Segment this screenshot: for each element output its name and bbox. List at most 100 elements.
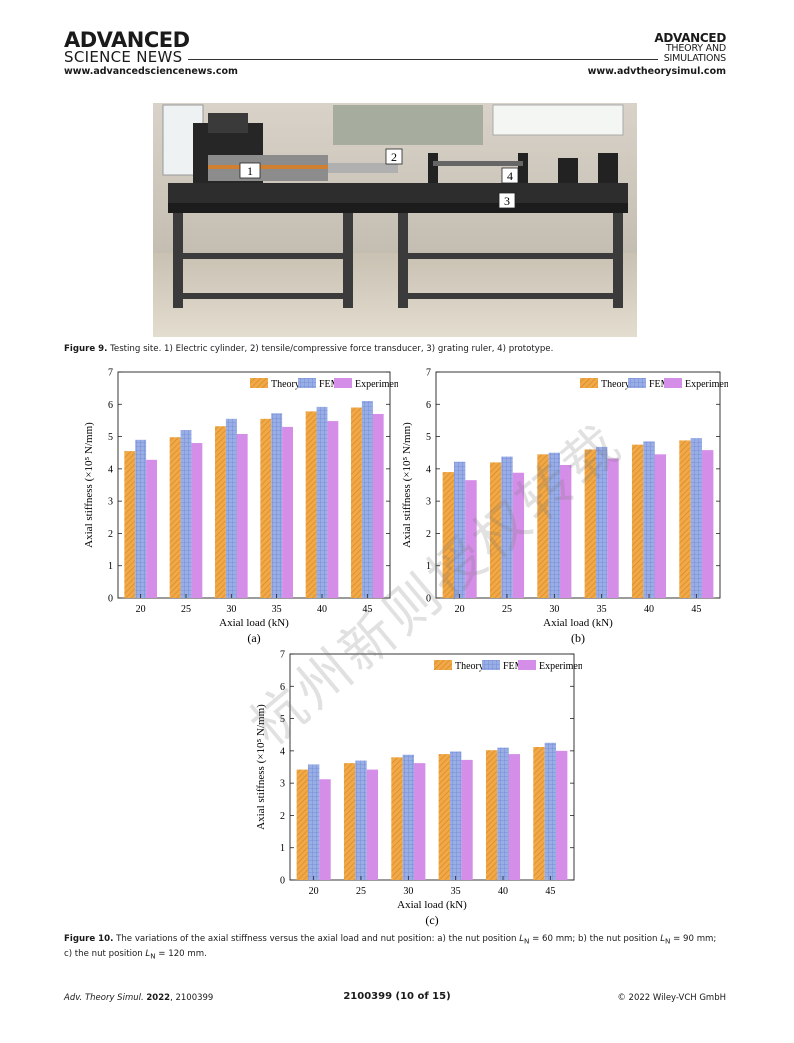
- x-tick-label: 30: [226, 604, 236, 615]
- logo-right-line2: THEORY AND: [665, 43, 726, 54]
- figure10-text-5: = 120 mm.: [155, 949, 207, 960]
- x-axis-label: Axial load (kN): [219, 617, 289, 629]
- bar-theory-25: [169, 437, 181, 598]
- bar-fem-45: [544, 742, 557, 880]
- legend-label-theory: Theory: [455, 661, 484, 672]
- footer-journal: Adv. Theory Simul.: [64, 993, 144, 1003]
- legend-swatch-fem: [628, 378, 646, 388]
- y-tick-label: 6: [280, 682, 285, 693]
- bar-theory-45: [679, 440, 691, 598]
- journal-url[interactable]: www.advtheorysimul.com: [587, 66, 726, 77]
- photo-label-2: 2: [385, 148, 403, 165]
- bar-fem-45: [361, 401, 373, 598]
- x-tick-label: 35: [597, 604, 607, 615]
- bar-theory-40: [305, 411, 317, 598]
- y-tick-label: 2: [280, 811, 285, 822]
- bar-experiment-45: [372, 413, 384, 598]
- bar-experiment-25: [191, 443, 203, 598]
- figure10-caption: Figure 10. The variations of the axial s…: [64, 933, 730, 963]
- y-tick-label: 7: [280, 650, 285, 661]
- y-tick-label: 3: [280, 779, 285, 790]
- bar-fem-35: [271, 413, 283, 598]
- y-tick-label: 5: [426, 432, 431, 443]
- logo-right-line1: ADVANCED: [654, 31, 726, 45]
- symbol-l: L: [519, 934, 524, 944]
- bar-experiment-30: [236, 433, 248, 598]
- legend-swatch-theory: [250, 378, 268, 388]
- y-tick-label: 6: [108, 400, 113, 411]
- bar-theory-25: [343, 763, 356, 880]
- x-tick-label: 25: [502, 604, 512, 615]
- x-tick-label: 45: [362, 604, 372, 615]
- bar-theory-45: [533, 746, 545, 880]
- x-tick-label: 35: [272, 604, 282, 615]
- legend-label-theory: Theory: [271, 379, 300, 390]
- x-tick-label: 40: [498, 886, 508, 897]
- y-tick-label: 4: [280, 746, 285, 757]
- legend-label-fem: FEM: [649, 379, 670, 390]
- legend-label-theory: Theory: [601, 379, 630, 390]
- bar-experiment-45: [702, 450, 714, 598]
- header-rule: [188, 59, 658, 60]
- legend-label-fem: FEM: [503, 661, 524, 672]
- svg-text:4: 4: [507, 169, 513, 183]
- bar-theory-35: [438, 754, 450, 880]
- bar-fem-25: [180, 430, 192, 598]
- bar-experiment-25: [512, 472, 525, 598]
- y-tick-label: 1: [280, 843, 285, 854]
- photo-label-3: 3: [498, 192, 516, 209]
- x-tick-label: 30: [549, 604, 559, 615]
- x-tick-label: 20: [455, 604, 465, 615]
- logo-right-line3: SIMULATIONS: [663, 52, 726, 64]
- legend-label-experiment: Experiment: [539, 661, 582, 672]
- x-tick-label: 35: [451, 886, 461, 897]
- bar-experiment-35: [607, 458, 619, 598]
- bar-experiment-40: [508, 754, 521, 880]
- x-tick-label: 45: [691, 604, 701, 615]
- footer-article: , 2100399: [170, 993, 214, 1003]
- photo-label-4: 4: [501, 167, 519, 184]
- legend-label-experiment: Experiment: [355, 379, 398, 390]
- y-tick-label: 0: [426, 594, 431, 605]
- bar-fem-30: [548, 452, 561, 598]
- journal-logo-right: ADVANCED THEORY AND SIMULATIONS: [654, 32, 726, 63]
- figure10-text-4: c) the nut position: [64, 949, 146, 960]
- bar-experiment-20: [319, 779, 331, 880]
- x-tick-label: 25: [181, 604, 191, 615]
- bar-theory-45: [351, 407, 362, 598]
- bar-theory-30: [391, 757, 403, 880]
- bar-theory-35: [584, 449, 596, 598]
- x-tick-label: 45: [545, 886, 555, 897]
- journal-logo-left: ADVANCED SCIENCE NEWS: [64, 30, 190, 65]
- footer-citation: Adv. Theory Simul. 2022, 2100399: [64, 993, 213, 1003]
- bar-theory-30: [537, 454, 549, 598]
- legend-swatch-fem: [482, 660, 500, 670]
- bar-fem-30: [225, 418, 237, 598]
- y-tick-label: 7: [426, 368, 431, 379]
- bar-theory-40: [631, 444, 644, 598]
- y-axis-label: Axial stiffness (×10⁵ N/mm): [401, 422, 413, 548]
- symbol-l: L: [145, 949, 151, 960]
- bar-theory-40: [485, 750, 498, 880]
- bar-experiment-20: [465, 480, 477, 598]
- legend-swatch-fem: [298, 378, 316, 388]
- logo-line2: SCIENCE NEWS: [64, 48, 183, 66]
- y-axis-label: Axial stiffness (×10⁵ N/mm): [83, 422, 95, 548]
- publisher-url[interactable]: www.advancedsciencenews.com: [64, 66, 238, 77]
- y-tick-label: 0: [108, 594, 113, 605]
- bar-fem-40: [316, 406, 328, 598]
- bar-theory-30: [215, 426, 226, 598]
- y-tick-label: 3: [108, 497, 113, 508]
- photo-label-1: 1: [239, 162, 261, 179]
- legend-swatch-theory: [580, 378, 598, 388]
- legend-swatch-experiment: [664, 378, 682, 388]
- svg-text:1: 1: [247, 164, 253, 178]
- bar-theory-20: [124, 451, 136, 598]
- panel-label: (a): [247, 631, 260, 645]
- y-tick-label: 0: [280, 876, 285, 887]
- panel-label: (c): [425, 913, 438, 927]
- bar-fem-40: [643, 441, 655, 598]
- footer-year: 2022: [146, 993, 171, 1003]
- figure9-label: Figure 9.: [64, 344, 108, 354]
